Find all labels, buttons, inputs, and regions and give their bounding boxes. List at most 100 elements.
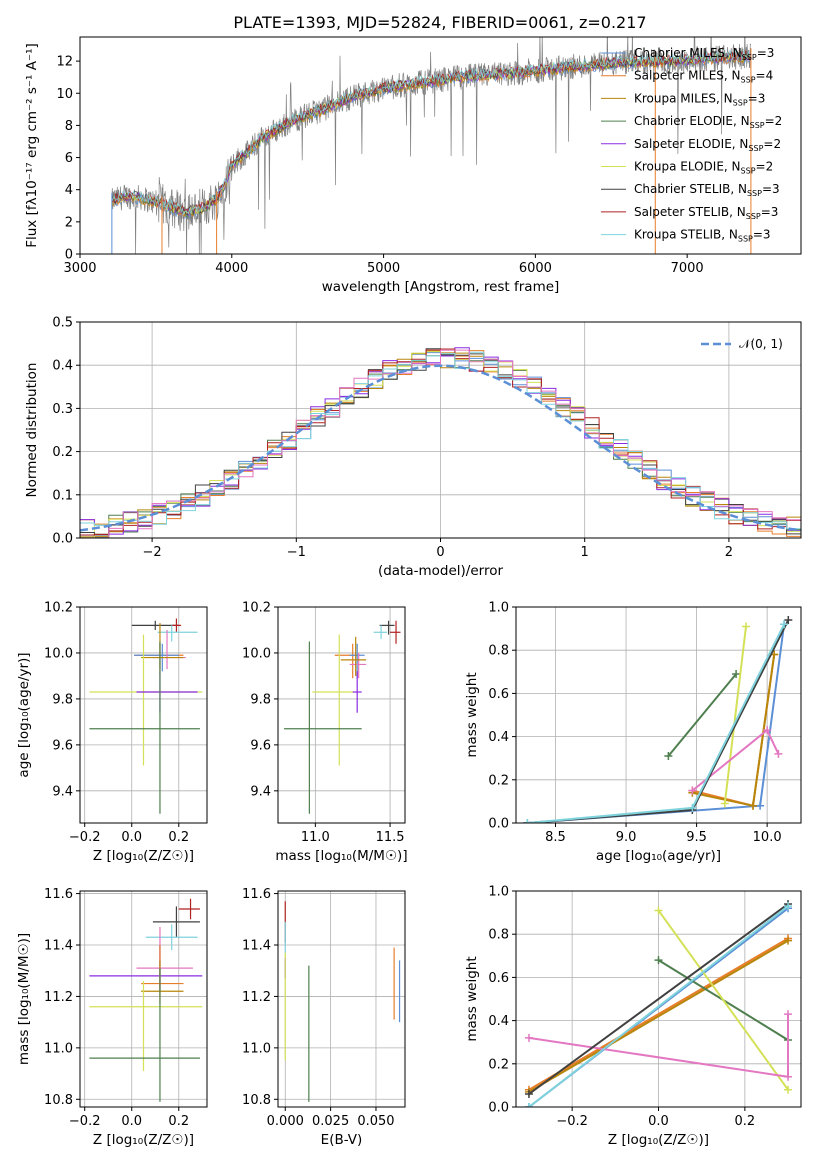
x-tick-label: −0.2	[69, 1114, 101, 1129]
axes-frame	[515, 606, 802, 824]
mass_vs_ebv-marks	[284, 901, 401, 1102]
weight-marker	[524, 1090, 533, 1099]
weight-marker	[732, 669, 741, 678]
x-tick-label: 0.050	[357, 1114, 394, 1129]
weight_vs_age-frame: 8.5 9.0 9.5 10.0 0.0 0.2 0.4 0.6 0.8 1.0 age [log₁…	[464, 601, 802, 864]
y-tick-label: 9.8	[52, 692, 73, 707]
weight-marker	[749, 801, 758, 810]
legend-entry: Chabrier STELIB, NSSP=3	[634, 182, 780, 198]
x-tick-label: 9.0	[616, 830, 637, 845]
y-axis-label: Normed distribution	[24, 363, 40, 498]
y-tick-label: 12	[56, 55, 73, 70]
legend-subscript: SSP	[746, 212, 761, 221]
age_vs_Z-frame: −0.2 0.0 0.2 9.4 9.6 9.8 10.0 10.2 Z [log₁₀(Z/Z☉…	[16, 601, 208, 864]
model-spectrum-line	[111, 49, 751, 216]
y-tick-label: 0.4	[488, 1014, 509, 1029]
weight-line	[528, 937, 789, 1091]
legend-entry: Salpeter ELODIE, NSSP=2	[634, 137, 781, 153]
axes-frame	[79, 890, 208, 1108]
x-axis-label: Z [log₁₀(Z/Z☉)]	[93, 1132, 194, 1148]
weight_vs_age-axes	[516, 606, 801, 824]
y-axis-label: age [log₁₀(age/yr)]	[16, 652, 32, 777]
y-tick-label: 0.3	[52, 402, 73, 417]
y-tick-label: 0.2	[488, 773, 509, 788]
weight-marker	[784, 1072, 793, 1081]
spectrum-legend: Chabrier MILES, NSSP=3 Salpeter MILES, NS…	[601, 46, 782, 244]
y-tick-label: 0.2	[488, 1057, 509, 1072]
legend-subscript: SSP	[738, 235, 753, 244]
x-tick-label: 5000	[367, 261, 400, 276]
y-tick-label: 10.0	[242, 646, 271, 661]
legend-entry: 𝒩(0, 1)	[739, 337, 783, 351]
legend-subscript: SSP	[733, 98, 748, 107]
weight_vs_age-plot-area	[516, 607, 801, 823]
weight-line	[528, 939, 789, 1093]
y-tick-label: 10.0	[44, 646, 73, 661]
mass_vs_ebv-axes	[278, 891, 405, 1107]
weight-marker	[664, 752, 673, 761]
y-tick-label: 9.6	[52, 738, 73, 753]
y-axis-label: mass weight	[464, 672, 480, 757]
x-tick-label: 0.0	[121, 1114, 142, 1129]
residual-legend: 𝒩(0, 1)	[701, 337, 783, 351]
model-spectrum-line	[111, 50, 751, 215]
x-axis-label: Z [log₁₀(Z/Z☉)]	[608, 1132, 709, 1148]
x-tick-label: 0.0	[121, 830, 142, 845]
x-tick-label: 0.025	[312, 1114, 349, 1129]
weight-marker	[654, 956, 663, 965]
y-tick-label: 0.6	[488, 687, 509, 702]
y-tick-label: 0	[65, 248, 73, 263]
weight-marker	[524, 1103, 533, 1107]
age_vs_mass-marks	[283, 620, 401, 814]
age_vs_Z-marks	[89, 618, 203, 814]
weight_vs_Z-marks	[524, 899, 793, 1107]
x-tick-label: 0.2	[168, 830, 189, 845]
x-tick-label: 1	[581, 545, 589, 560]
legend-tail: =2	[763, 137, 781, 151]
y-tick-label: 9.8	[250, 692, 271, 707]
y-tick-label: 9.6	[250, 738, 271, 753]
residuals-marks	[80, 347, 801, 538]
x-tick-label: 0	[436, 545, 444, 560]
weight-marker	[784, 615, 793, 624]
y-axis-label: Flux [fλ10⁻¹⁷ erg cm⁻² s⁻¹ A⁻¹]	[24, 43, 40, 248]
y-tick-label: 2	[65, 215, 73, 230]
legend-subscript: SSP	[742, 53, 757, 62]
x-axis-label: Z [log₁₀(Z/Z☉)]	[93, 848, 194, 864]
x-tick-label: 0.0	[648, 1114, 669, 1129]
legend-subscript: SSP	[741, 167, 756, 176]
weight-line	[657, 909, 789, 1091]
legend-subscript: SSP	[748, 144, 763, 153]
y-tick-label: 0.2	[52, 445, 73, 460]
legend-entry: Kroupa ELODIE, NSSP=2	[634, 160, 773, 176]
x-axis-label: wavelength [Angstrom, rest frame]	[322, 279, 560, 295]
legend-subscript: SSP	[741, 76, 756, 85]
y-tick-label: 1.0	[488, 601, 509, 616]
residuals-frame: −2 −1 0 1 2 0.0 0.1 0.2 0.3 0.4 0.5 (data-model)/er…	[24, 316, 802, 579]
y-tick-label: 4	[65, 183, 73, 198]
age_vs_mass-axes	[278, 606, 405, 823]
residual-histogram	[80, 349, 801, 538]
mass_vs_ebv-plot-area	[278, 891, 405, 1107]
y-tick-label: 0.5	[52, 316, 73, 331]
x-axis-label: (data-model)/error	[378, 563, 504, 579]
weight-marker	[654, 906, 663, 915]
legend-tail: =4	[756, 69, 774, 83]
y-tick-label: 11.2	[44, 990, 73, 1005]
x-tick-label: −0.2	[69, 830, 101, 845]
y-tick-label: 0.1	[52, 488, 73, 503]
mass_vs_Z-marks	[89, 898, 203, 1102]
legend-entry: Kroupa STELIB, NSSP=3	[634, 228, 771, 244]
y-tick-label: 11.4	[44, 939, 73, 954]
legend-entry: Kroupa MILES, NSSP=3	[634, 91, 765, 107]
y-tick-label: 0.0	[488, 817, 509, 832]
y-tick-label: 0.6	[488, 971, 509, 986]
x-axis-label: E(B-V)	[321, 1132, 363, 1148]
spectrum-frame: 3000 4000 5000 6000 7000 0 2 4 6 8 10 12 wavelength …	[24, 36, 802, 295]
y-axis-label: mass weight	[464, 956, 480, 1041]
weight-marker	[784, 1010, 793, 1019]
y-tick-label: 0.4	[488, 730, 509, 745]
weight_vs_age-marks	[523, 615, 793, 823]
legend-tail: =3	[761, 205, 779, 219]
